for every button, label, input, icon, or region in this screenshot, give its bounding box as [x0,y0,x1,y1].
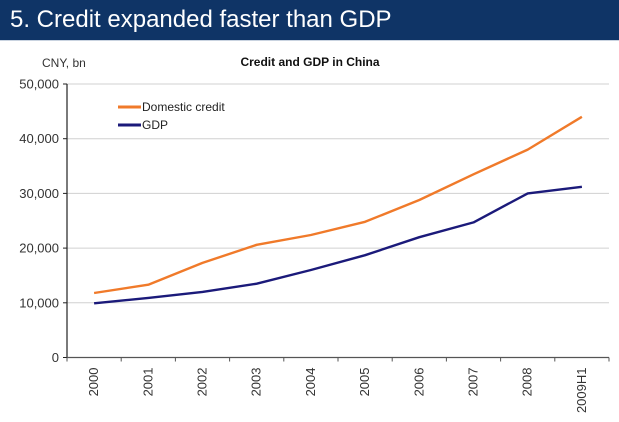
legend-label-domestic-credit: Domestic credit [142,100,225,114]
y-tick-label: 0 [52,350,59,365]
axes: 0 10,000 20,000 30,000 40,000 50,000 2000 2001 2… [19,77,610,414]
y-tick-label: 40,000 [19,131,59,146]
y-tick-label: 20,000 [19,241,59,256]
x-tick-label: 2005 [357,368,372,397]
series-line-domestic-credit [93,115,583,295]
x-tick-label: 2007 [466,368,481,397]
x-tick-label: 2009H1 [574,368,589,414]
y-tick-label: 50,000 [19,77,59,92]
chart-title: Credit and GDP in China [240,55,379,69]
x-tick-label: 2006 [411,368,426,397]
y-tick-label: 30,000 [19,186,59,201]
series-lines [93,115,583,305]
x-tick-label: 2002 [195,368,210,397]
gridlines [67,83,609,304]
y-tick-label: 10,000 [19,295,59,310]
series-line-gdp [93,185,583,305]
x-tick-label: 2000 [86,368,101,397]
x-tick-label: 2004 [303,368,318,397]
title-banner: 5. Credit expanded faster than GDP [0,0,619,40]
y-axis-unit-label: CNY, bn [42,56,86,70]
legend-label-gdp: GDP [142,118,168,132]
legend: Domestic credit GDP [118,100,225,132]
slide-title: 5. Credit expanded faster than GDP [10,6,392,33]
banner-divider [0,40,619,41]
x-tick-label: 2003 [249,368,264,397]
x-tick-label: 2001 [140,368,155,397]
x-tick-label: 2008 [520,368,535,397]
